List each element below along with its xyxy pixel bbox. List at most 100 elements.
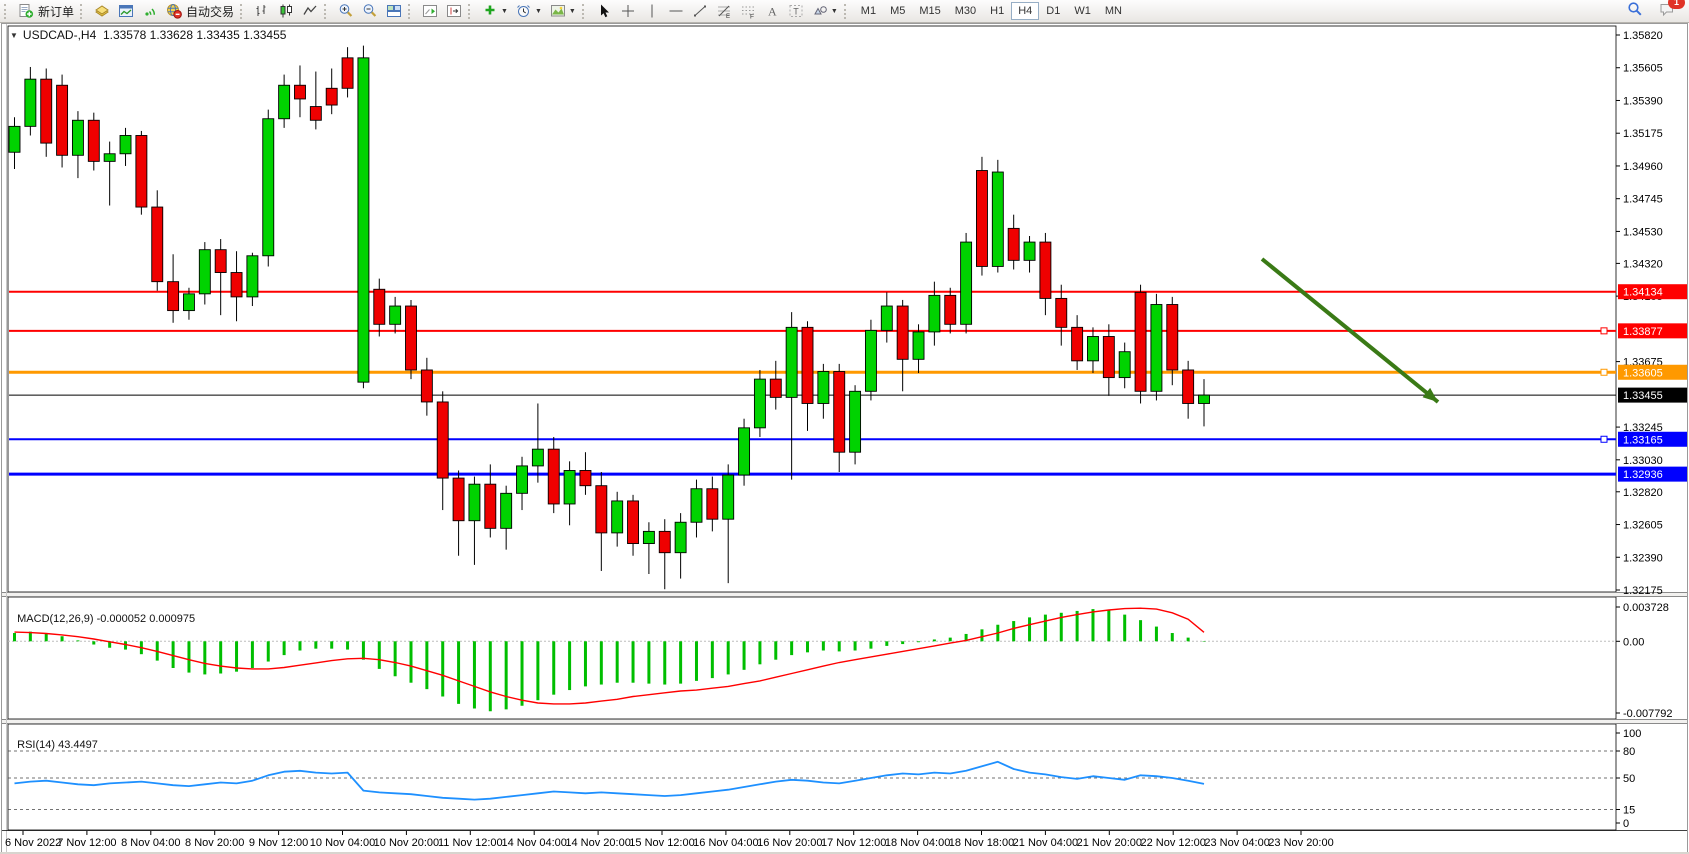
candle-body-up: [357, 57, 370, 383]
candle-body-down: [1071, 326, 1084, 362]
chevron-down-icon[interactable]: ▼: [501, 7, 508, 15]
toolbar-zoom-in-button[interactable]: [334, 0, 358, 23]
rsi-pane[interactable]: [7, 723, 1617, 831]
pane-splitter[interactable]: [2, 719, 1687, 724]
trend-arrow-head[interactable]: [1422, 387, 1438, 402]
timeframe-m15[interactable]: M15: [919, 5, 941, 17]
line-handle[interactable]: [1600, 327, 1608, 335]
candles: [8, 45, 1210, 590]
toolbar-auto-scroll-button[interactable]: [418, 0, 442, 23]
toolbar-cursor-button[interactable]: [592, 0, 616, 23]
time-axis-label: 23 Nov 04:00: [1204, 837, 1269, 849]
toolbar-autotrading-button[interactable]: 自动交易: [162, 0, 238, 23]
toolbar-text-button[interactable]: A: [760, 0, 784, 23]
price-badge-label: 1.33877: [1623, 326, 1663, 338]
timeframe-m5[interactable]: M5: [890, 5, 906, 17]
candle-body-down: [436, 401, 449, 479]
timeframe-m1[interactable]: M1: [860, 5, 877, 17]
toolbar-hline-button[interactable]: [664, 0, 688, 23]
toolbar-grip[interactable]: [80, 3, 86, 19]
timeframe-mn[interactable]: MN: [1104, 5, 1122, 17]
line-handle[interactable]: [1600, 435, 1608, 443]
toolbar-indicators-button[interactable]: ▼: [478, 0, 512, 23]
toolbar-new-order-button[interactable]: 新订单: [14, 0, 78, 23]
svg-text:T: T: [793, 7, 799, 17]
pane-splitter[interactable]: [2, 592, 1687, 597]
candle-body-up: [864, 329, 877, 392]
trend-arrow[interactable]: [1260, 257, 1440, 404]
price-axis-label: 1.34745: [1623, 194, 1663, 206]
candle-body-down: [214, 249, 227, 273]
timeframe-h4[interactable]: H4: [1011, 2, 1040, 20]
price-badge: [1618, 364, 1687, 380]
candle-body-down: [579, 470, 592, 487]
toolbar-signals-button[interactable]: [138, 0, 162, 23]
toolbar-crosshair-button[interactable]: [616, 0, 640, 23]
toolbar-periods-button[interactable]: ▼: [512, 0, 546, 23]
chart-symbol-period: USDCAD-,H4: [22, 28, 97, 42]
toolbar-grip[interactable]: [468, 3, 474, 19]
timeframe-w1[interactable]: W1: [1074, 5, 1091, 17]
candle-body-down: [341, 57, 354, 89]
price-badge-label: 1.33605: [1623, 367, 1663, 379]
candle-body-up: [119, 135, 132, 155]
toolbar-candle-chart-button[interactable]: [274, 0, 298, 23]
time-axis-label: 21 Nov 20:00: [1077, 837, 1142, 849]
toolbar-grip[interactable]: [324, 3, 330, 19]
toolbar-grip[interactable]: [408, 3, 414, 19]
candle-body-up: [642, 530, 655, 545]
toolbar-shapes-button[interactable]: ▼: [808, 0, 842, 23]
time-axis-label: 6 Nov 2022: [5, 837, 61, 849]
toolbar-group: [238, 0, 322, 22]
toolbar-channels-button[interactable]: F: [736, 0, 760, 23]
candle-body-up: [71, 119, 84, 156]
candle-body-down: [801, 326, 814, 404]
bottom-scroll-strip[interactable]: [0, 852, 1689, 854]
toolbar-vline-button[interactable]: [640, 0, 664, 23]
time-axis-label: 16 Nov 04:00: [693, 837, 758, 849]
toolbar-search-button[interactable]: [1623, 0, 1647, 23]
toolbar-grip[interactable]: [240, 3, 246, 19]
chevron-down-icon[interactable]: ▼: [830, 7, 838, 15]
toolbar-chart-shift-button[interactable]: [442, 0, 466, 23]
chevron-down-icon[interactable]: ▼: [534, 7, 542, 15]
toolbar-grip[interactable]: [4, 3, 10, 19]
text-icon: A: [768, 5, 777, 19]
timeframe-m30[interactable]: M30: [954, 5, 977, 17]
line-chart-icon: [303, 5, 317, 15]
main-price-pane[interactable]: [7, 25, 1617, 593]
toolbar-tile-windows-button[interactable]: [382, 0, 406, 23]
toolbar-bar-chart-button[interactable]: [250, 0, 274, 23]
toolbar-line-chart-button[interactable]: [298, 0, 322, 23]
candle-body-up: [785, 326, 798, 398]
toolbar-fibonacci-button[interactable]: E: [712, 0, 736, 23]
rsi-axis-label: 15: [1623, 805, 1635, 817]
timeframe-d1[interactable]: D1: [1046, 5, 1061, 17]
toolbar-market-watch-button[interactable]: [114, 0, 138, 23]
candle-body-down: [56, 84, 69, 156]
toolbar-zoom-out-button[interactable]: [358, 0, 382, 23]
price-axis-label: 1.35605: [1623, 63, 1663, 75]
chart-dropdown-icon[interactable]: ▼: [10, 31, 18, 40]
toolbar-chat-button[interactable]: 1: [1655, 0, 1685, 23]
candle-body-down: [1182, 369, 1195, 404]
macd-pane[interactable]: [7, 596, 1617, 720]
chart-shift-icon: [447, 5, 462, 17]
line-handle[interactable]: [1600, 368, 1608, 376]
toolbar-trendline-button[interactable]: [688, 0, 712, 23]
zoom-in-icon: [339, 4, 353, 17]
toolbar-grip[interactable]: [581, 3, 588, 19]
price-badge-label: 1.33165: [1623, 434, 1663, 446]
notification-badge: 1: [1668, 0, 1685, 9]
channels-icon: F: [741, 6, 754, 19]
chevron-down-icon[interactable]: ▼: [568, 7, 576, 15]
toolbar-grip[interactable]: [843, 3, 850, 19]
toolbar-profiles-button[interactable]: [90, 0, 114, 23]
timeframe-h1[interactable]: H1: [990, 5, 1005, 17]
candle-body-down: [944, 294, 957, 325]
candle-body-down: [658, 530, 671, 554]
toolbar-templates-button[interactable]: ▼: [546, 0, 580, 23]
toolbar-text-label-button[interactable]: T: [784, 0, 808, 23]
tile-windows-icon: [387, 5, 402, 17]
